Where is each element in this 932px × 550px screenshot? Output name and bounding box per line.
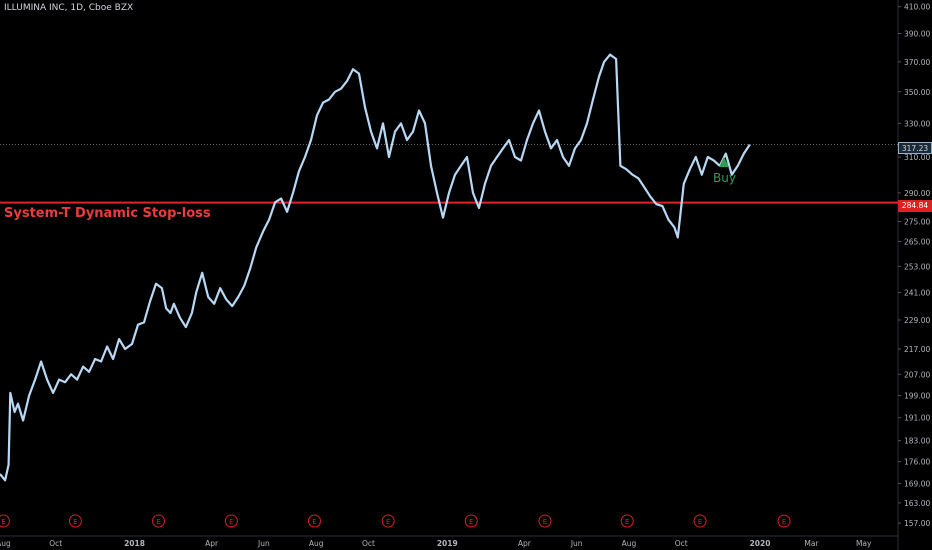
earnings-marker-label: E bbox=[229, 518, 233, 526]
stop-loss-label: System-T Dynamic Stop-loss bbox=[4, 206, 211, 221]
earnings-marker-icon bbox=[538, 514, 552, 528]
y-tick-label: 176.00 bbox=[904, 458, 930, 467]
earnings-marker-icon bbox=[307, 514, 321, 528]
earnings-marker-label: E bbox=[156, 518, 160, 526]
x-tick-label: May bbox=[856, 539, 872, 548]
y-tick-label: 390.00 bbox=[904, 30, 930, 39]
y-tick-label: 191.00 bbox=[904, 414, 930, 423]
x-tick-label: Jun bbox=[257, 539, 270, 548]
earnings-marker-icon bbox=[777, 514, 791, 528]
earnings-marker-label: E bbox=[625, 518, 629, 526]
y-tick-label: 350.00 bbox=[904, 88, 930, 97]
earnings-marker-label: E bbox=[698, 518, 702, 526]
y-tick-label: 265.00 bbox=[904, 237, 930, 246]
earnings-marker-label: E bbox=[73, 518, 77, 526]
y-tick-label: 253.00 bbox=[904, 262, 930, 271]
x-tick-label: Aug bbox=[309, 539, 324, 548]
y-tick-label: 157.00 bbox=[904, 519, 930, 528]
y-tick-label: 229.00 bbox=[904, 316, 930, 325]
x-tick-label: Oct bbox=[675, 539, 688, 548]
y-tick-label: 207.00 bbox=[904, 370, 930, 379]
x-tick-label: 2019 bbox=[437, 539, 458, 548]
y-tick-label: 330.00 bbox=[904, 119, 930, 128]
stop-price-tag: 284.84 bbox=[898, 200, 932, 212]
earnings-marker-label: E bbox=[1, 518, 5, 526]
buy-signal-label: Buy bbox=[713, 171, 736, 185]
earnings-marker-label: E bbox=[312, 518, 316, 526]
earnings-marker-icon bbox=[464, 514, 478, 528]
earnings-marker-icon bbox=[620, 514, 634, 528]
y-tick-label: 169.00 bbox=[904, 479, 930, 488]
x-tick-label: Mar bbox=[804, 539, 819, 548]
current-price-tag: 317.23 bbox=[898, 142, 932, 154]
earnings-marker-icon bbox=[0, 514, 10, 528]
y-tick-label: 290.00 bbox=[904, 189, 930, 198]
earnings-marker-label: E bbox=[386, 518, 390, 526]
earnings-marker-icon bbox=[152, 514, 166, 528]
y-tick-label: 410.00 bbox=[904, 3, 930, 12]
x-tick-label: Oct bbox=[362, 539, 375, 548]
y-tick-label: 217.00 bbox=[904, 345, 930, 354]
x-tick-label: Oct bbox=[49, 539, 62, 548]
x-tick-label: Aug bbox=[0, 539, 11, 548]
earnings-marker-label: E bbox=[782, 518, 786, 526]
earnings-marker-label: E bbox=[543, 518, 547, 526]
earnings-marker-label: E bbox=[469, 518, 473, 526]
earnings-marker-icon bbox=[68, 514, 82, 528]
x-tick-label: Aug bbox=[622, 539, 637, 548]
x-tick-label: Apr bbox=[518, 539, 532, 548]
y-tick-label: 241.00 bbox=[904, 289, 930, 298]
chart-title: ILLUMINA INC, 1D, Cboe BZX bbox=[4, 3, 134, 13]
x-tick-label: Jun bbox=[570, 539, 583, 548]
y-tick-label: 310.00 bbox=[904, 153, 930, 162]
price-series-line bbox=[0, 53, 751, 482]
x-tick-label: Apr bbox=[205, 539, 219, 548]
y-tick-label: 199.00 bbox=[904, 392, 930, 401]
earnings-marker-icon bbox=[381, 514, 395, 528]
buy-arrow-icon bbox=[719, 157, 729, 167]
x-tick-label: 2018 bbox=[124, 539, 145, 548]
earnings-marker-icon bbox=[693, 514, 707, 528]
y-tick-label: 183.00 bbox=[904, 437, 930, 446]
y-tick-label: 275.00 bbox=[904, 218, 930, 227]
earnings-marker-icon bbox=[224, 514, 238, 528]
y-tick-label: 163.00 bbox=[904, 499, 930, 508]
x-tick-label: 2020 bbox=[750, 539, 771, 548]
y-tick-label: 370.00 bbox=[904, 58, 930, 67]
